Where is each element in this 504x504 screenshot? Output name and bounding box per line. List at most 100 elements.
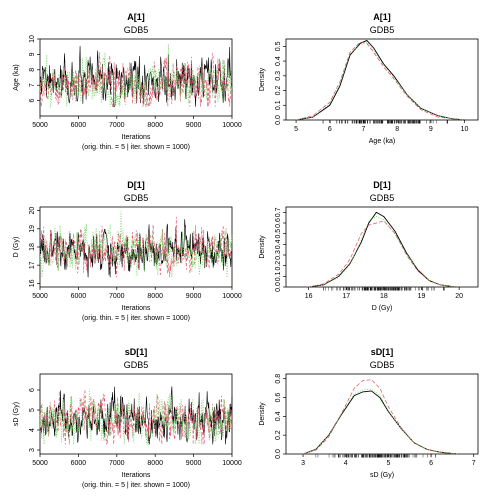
density-line-chain-1 <box>296 39 465 121</box>
x-tick-label: 5000 <box>32 122 48 129</box>
x-tick-label: 8000 <box>147 460 163 467</box>
y-axis-label: Age (ka) <box>13 64 20 90</box>
density-line-chain-3 <box>302 388 457 455</box>
chart-title: D[1] <box>127 180 145 190</box>
x-tick-label: 9000 <box>186 122 202 129</box>
y-axis-label: Density <box>259 67 266 91</box>
chart-subtitle: GDB5 <box>370 25 395 35</box>
x-tick-label: 9000 <box>186 293 202 300</box>
y-tick-label: 0.2 <box>275 86 282 96</box>
trace-line-chain-2 <box>39 216 233 278</box>
density-line-chain-2 <box>308 220 456 288</box>
x-tick-label: 17 <box>342 293 350 300</box>
x-tick-label: 8 <box>395 126 399 133</box>
y-tick-label: 0.4 <box>275 56 282 66</box>
trace-line-chain-2 <box>39 389 233 445</box>
y-tick-label: 0.0 <box>275 115 282 125</box>
x-tick-label: 5000 <box>32 460 48 467</box>
plot-frame <box>39 38 233 117</box>
x-tick-label: 7000 <box>109 460 125 467</box>
x-tick-label: 6000 <box>71 460 87 467</box>
y-tick-label: 7 <box>29 83 36 87</box>
chart-title: sD[1] <box>125 347 148 357</box>
x-tick-label: 5 <box>294 126 298 133</box>
y-tick-label: 0.0 <box>275 282 282 292</box>
x-axis-label: Iterations <box>122 472 151 479</box>
y-tick-label: 0.6 <box>275 393 282 403</box>
y-axis-label: sD (Gy) <box>13 402 20 426</box>
chart-title: A[1] <box>373 12 391 22</box>
y-tick-label: 0.4 <box>275 239 282 249</box>
y-tick-label: 0.3 <box>275 71 282 81</box>
x-tick-label: 9 <box>429 126 433 133</box>
plot-frame <box>285 38 479 121</box>
y-tick-label: 9 <box>29 52 36 56</box>
plot-frame <box>285 373 479 455</box>
trace-line-chain-3 <box>39 389 233 446</box>
y-tick-label: 0.7 <box>275 207 282 217</box>
x-tick-label: 7000 <box>109 293 125 300</box>
x-axis-label: Iterations <box>122 305 151 312</box>
x-axis-note: (orig. thin. = 5 | iter. shown = 1000) <box>82 482 190 489</box>
x-tick-label: 6 <box>328 126 332 133</box>
x-tick-label: 8000 <box>147 122 163 129</box>
y-tick-label: 16 <box>29 279 36 287</box>
trace-line-chain-3 <box>39 44 233 108</box>
x-tick-label: 6 <box>429 460 433 467</box>
plot-frame <box>39 373 233 455</box>
x-tick-label: 10000 <box>222 293 242 300</box>
y-tick-label: 4 <box>29 428 36 432</box>
x-axis-note: (orig. thin. = 5 | iter. shown = 1000) <box>82 315 190 322</box>
y-tick-label: 20 <box>29 207 36 215</box>
trace-line-chain-3 <box>39 211 233 278</box>
x-axis-label: Iterations <box>122 134 151 141</box>
x-axis-label: sD (Gy) <box>370 472 394 479</box>
y-tick-label: 0.0 <box>275 449 282 459</box>
y-tick-label: 0.4 <box>275 411 282 421</box>
chart-title: D[1] <box>373 180 391 190</box>
x-tick-label: 10000 <box>222 460 242 467</box>
x-tick-label: 19 <box>418 293 426 300</box>
density-line-chain-3 <box>308 216 456 288</box>
x-axis-note: (orig. thin. = 5 | iter. shown = 1000) <box>82 144 190 151</box>
x-tick-label: 9000 <box>186 460 202 467</box>
chart-subtitle: GDB5 <box>124 360 149 370</box>
trace-line-chain-2 <box>39 52 233 108</box>
x-tick-label: 6000 <box>71 122 87 129</box>
x-tick-label: 7 <box>472 460 476 467</box>
x-tick-label: 8000 <box>147 293 163 300</box>
x-tick-label: 7 <box>362 126 366 133</box>
y-tick-label: 0.3 <box>275 250 282 260</box>
y-tick-label: 19 <box>29 225 36 233</box>
density-line-chain-3 <box>296 41 465 121</box>
y-tick-label: 0.1 <box>275 271 282 281</box>
y-tick-label: 17 <box>29 261 36 269</box>
x-axis-label: Age (ka) <box>369 138 395 145</box>
y-tick-label: 6 <box>29 388 36 392</box>
chart-title: sD[1] <box>371 347 394 357</box>
x-tick-label: 6000 <box>71 293 87 300</box>
x-tick-label: 10000 <box>222 122 242 129</box>
y-tick-label: 0.6 <box>275 218 282 228</box>
density-line-chain-1 <box>302 390 457 455</box>
y-tick-label: 0.2 <box>275 261 282 271</box>
chart-subtitle: GDB5 <box>124 25 149 35</box>
x-tick-label: 5 <box>386 460 390 467</box>
density-line-chain-1 <box>308 211 456 288</box>
y-tick-label: 0.8 <box>275 374 282 384</box>
y-axis-label: D (Gy) <box>13 237 20 258</box>
x-tick-label: 18 <box>380 293 388 300</box>
x-tick-label: 10 <box>461 126 469 133</box>
y-tick-label: 0.5 <box>275 229 282 239</box>
y-axis-label: Density <box>259 235 266 259</box>
y-tick-label: 3 <box>29 448 36 452</box>
y-tick-label: 8 <box>29 68 36 72</box>
chart-subtitle: GDB5 <box>370 193 395 203</box>
x-axis-label: D (Gy) <box>372 305 393 312</box>
x-tick-label: 5000 <box>32 293 48 300</box>
chart-title: A[1] <box>127 12 145 22</box>
x-tick-label: 4 <box>344 460 348 467</box>
x-tick-label: 3 <box>301 460 305 467</box>
x-tick-label: 7000 <box>109 122 125 129</box>
